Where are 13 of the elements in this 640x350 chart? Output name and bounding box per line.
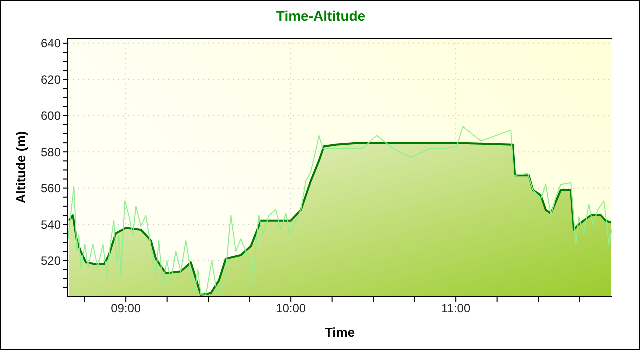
y-tick-label: 520 (40, 254, 62, 268)
x-tick-label: 11:00 (442, 302, 471, 316)
y-tick-label: 560 (40, 182, 62, 196)
x-axis-title: Time (324, 325, 356, 340)
y-tick-label: 620 (40, 72, 62, 87)
chart-title: Time-Altitude (275, 8, 367, 24)
y-axis-title: Altitude (m) (14, 130, 28, 206)
y-tick-label: 640 (40, 36, 62, 51)
x-tick-label: 09:00 (111, 302, 142, 316)
y-tick-label: 580 (40, 145, 62, 160)
x-tick-label: 10:00 (276, 302, 306, 316)
y-tick-label: 540 (40, 218, 62, 232)
y-tick-label: 600 (40, 109, 62, 124)
